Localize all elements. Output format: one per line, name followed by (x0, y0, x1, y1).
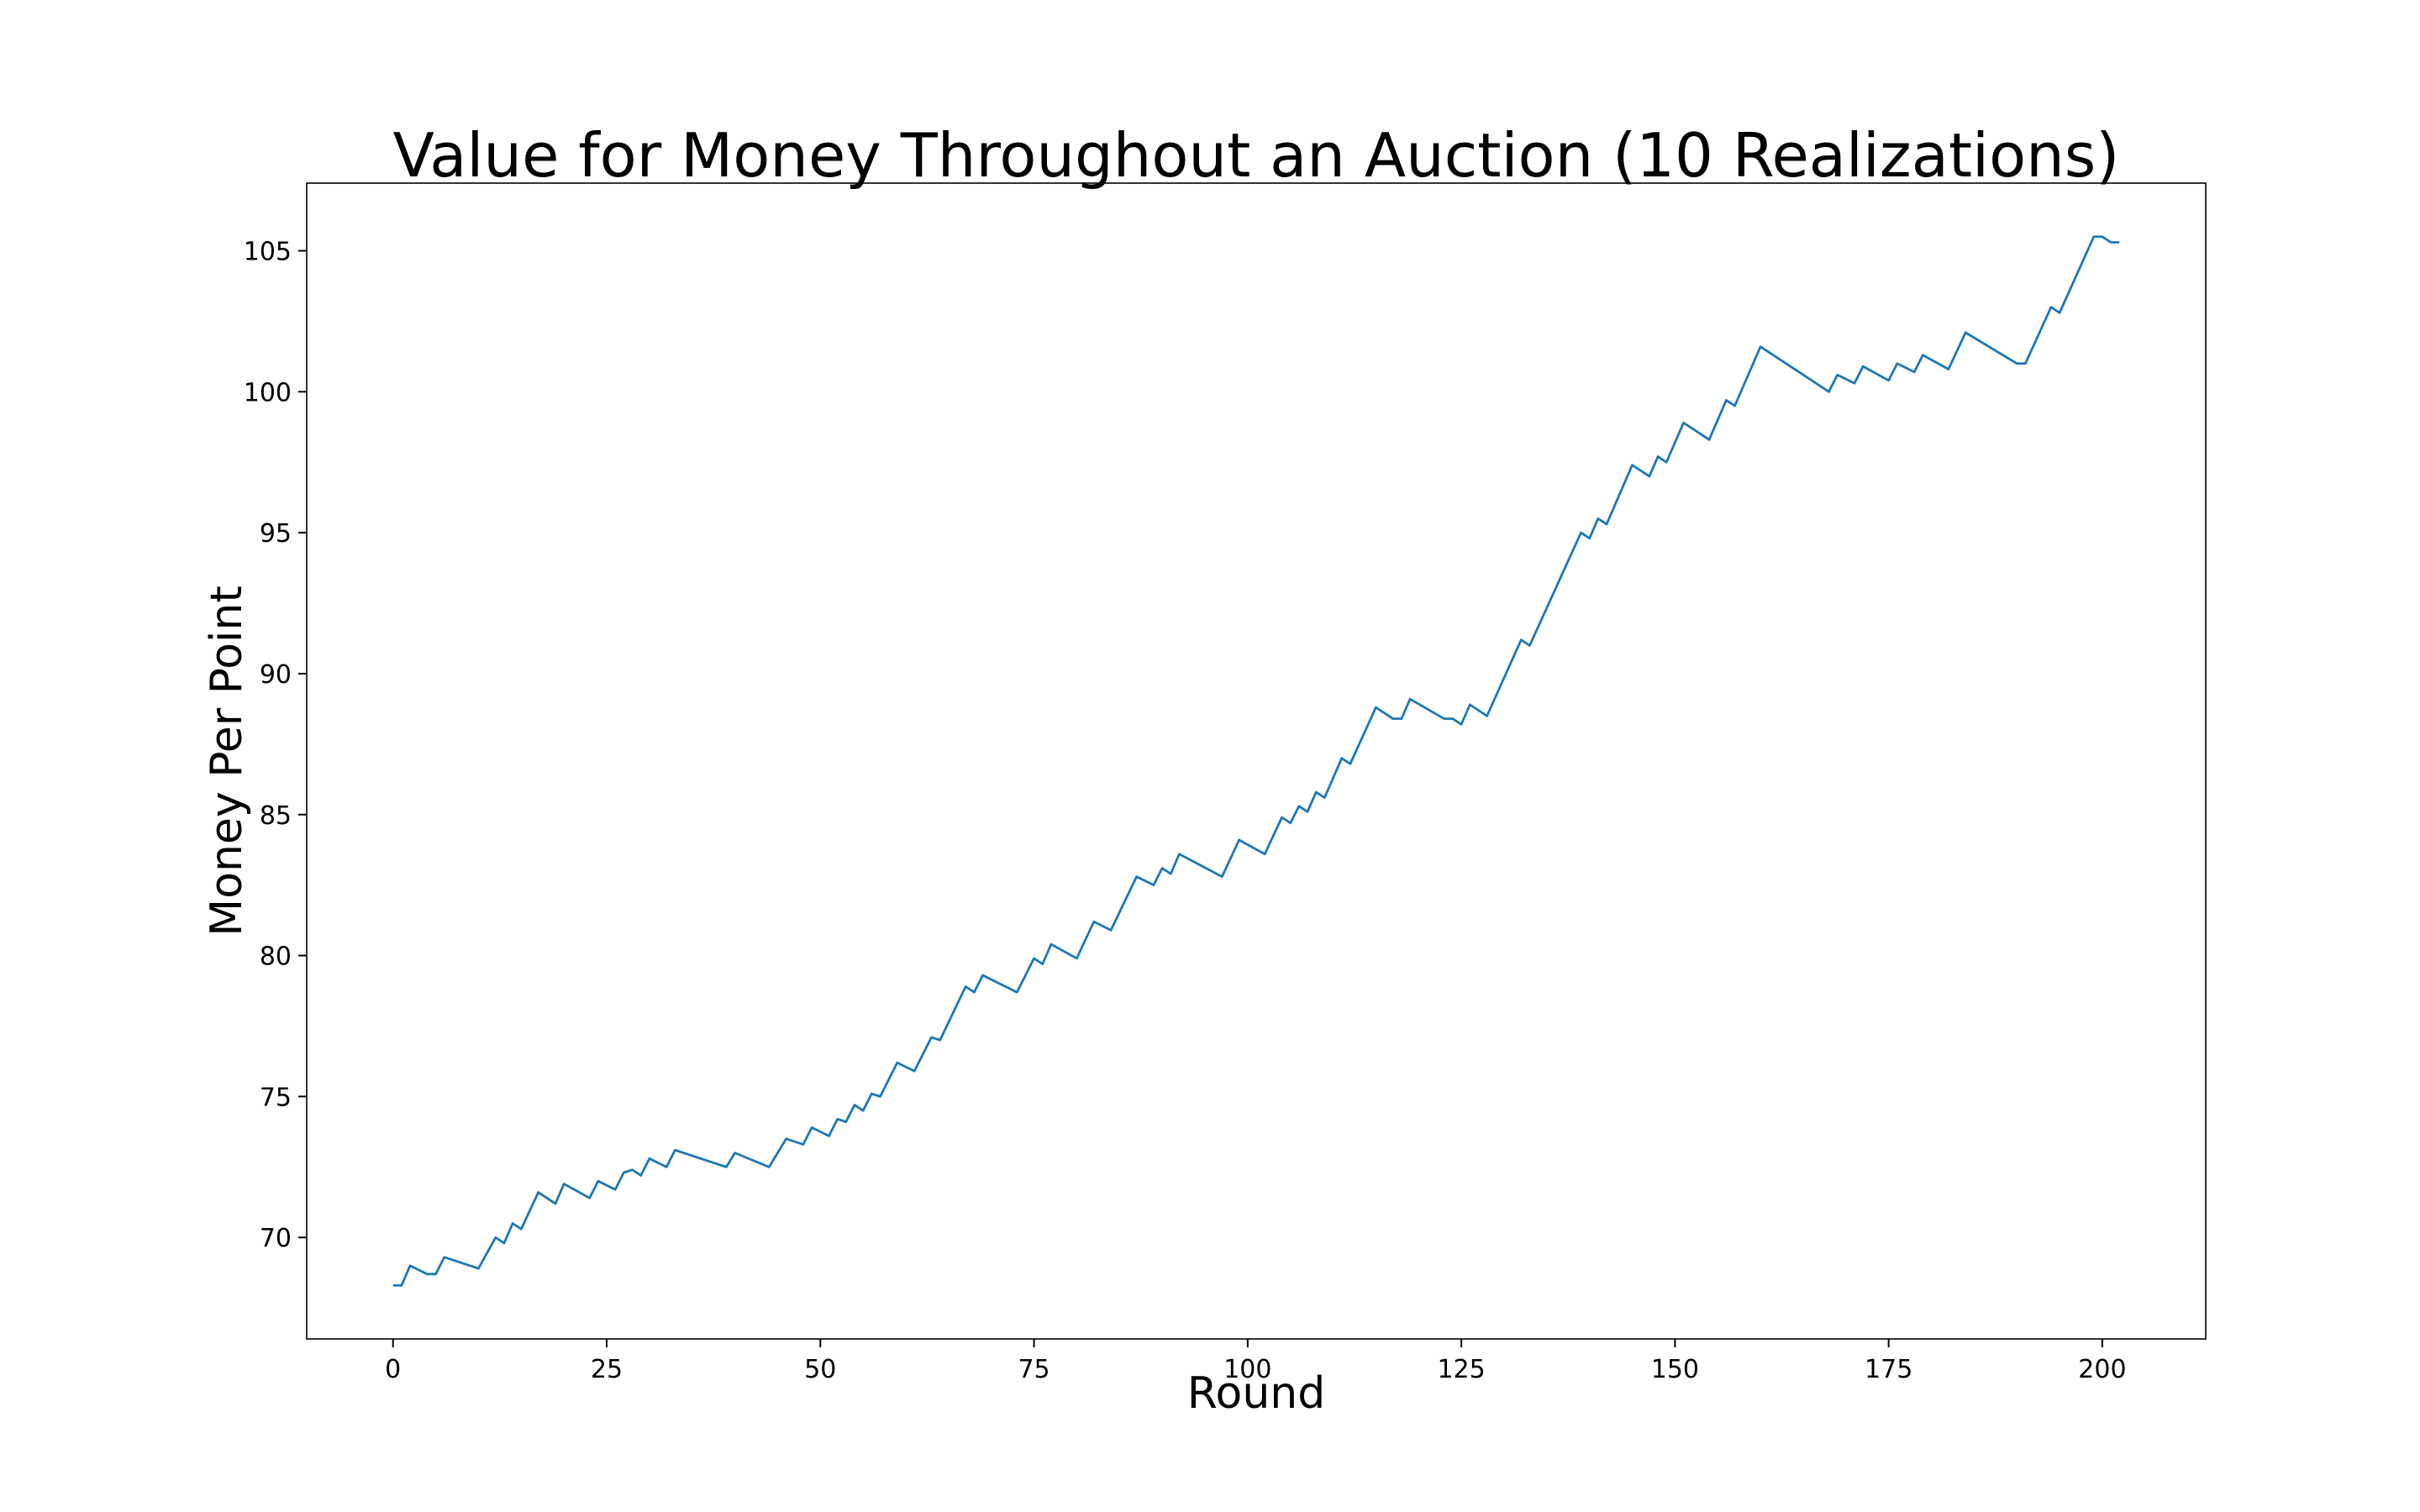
y-tick-label: 100 (244, 378, 292, 407)
x-axis-label: Round (1187, 1368, 1326, 1419)
y-tick-label: 75 (260, 1083, 292, 1112)
x-tick-label: 175 (1865, 1355, 1912, 1384)
x-tick-label: 100 (1223, 1355, 1271, 1384)
x-tick-label: 125 (1437, 1355, 1485, 1384)
x-tick-label: 0 (385, 1355, 401, 1384)
y-tick-label: 70 (260, 1224, 292, 1253)
y-tick-label: 95 (260, 519, 292, 549)
y-tick-label: 105 (244, 238, 292, 267)
x-tick-label: 50 (804, 1355, 836, 1384)
x-tick-label: 150 (1651, 1355, 1699, 1384)
plot-frame (306, 182, 2207, 1340)
y-tick-label: 85 (260, 801, 292, 831)
x-tick-label: 75 (1018, 1355, 1050, 1384)
x-tick-label: 200 (2078, 1355, 2126, 1384)
y-axis-label: Money Per Point (202, 585, 252, 936)
y-tick-label: 80 (260, 942, 292, 972)
x-tick-label: 25 (591, 1355, 623, 1384)
line-series (392, 235, 2120, 1287)
chart-title: Value for Money Throughout an Auction (1… (393, 120, 2120, 191)
y-tick-label: 90 (260, 660, 292, 690)
